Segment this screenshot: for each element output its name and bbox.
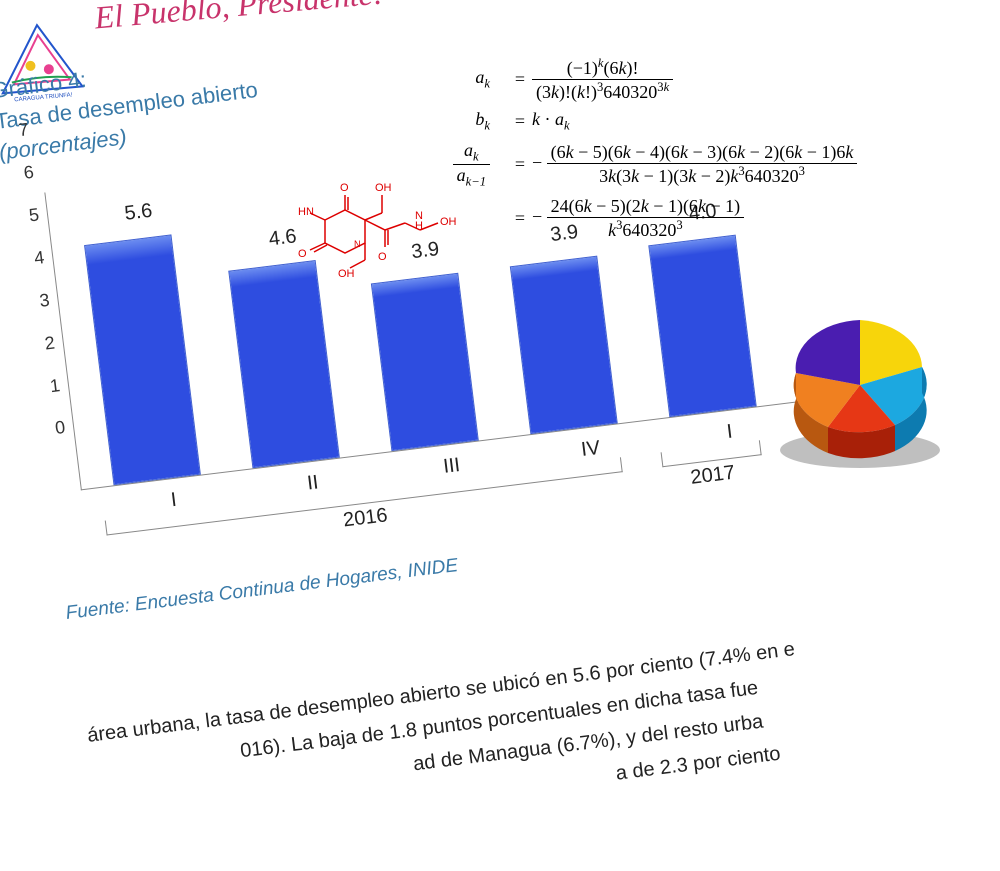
molecule-icon: HN O OH O OH O NH OH N	[290, 175, 470, 285]
formula-ratio: akak−1 = − (6k − 5)(6k − 4)(6k − 3)(6k −…	[410, 140, 857, 190]
bar	[228, 260, 340, 468]
bar	[648, 235, 756, 418]
math-formulas: ak = (−1)k(6k)!(3k)!(k!)36403203k bk = k…	[410, 50, 857, 247]
svg-text:H: H	[415, 220, 423, 232]
pie-chart-icon	[760, 290, 980, 490]
body-paragraph: área urbana, la tasa de desempleo abiert…	[0, 585, 1000, 871]
svg-text:O: O	[298, 248, 307, 260]
bar	[371, 273, 479, 452]
svg-text:OH: OH	[338, 268, 355, 280]
formula-simple: = − 24(6k − 5)(2k − 1)(6k − 1)k36403203	[410, 196, 857, 241]
bar-group: 5.6I	[102, 470, 241, 487]
formula-bk: bk = k · ak	[410, 109, 857, 134]
svg-text:OH: OH	[440, 216, 457, 228]
body-l4: a de 2.3 por ciento	[615, 743, 782, 785]
bar	[510, 256, 618, 435]
svg-text:O: O	[340, 182, 349, 194]
bar-group: 3.9III	[380, 436, 519, 453]
bar-value-label: 5.6	[68, 193, 210, 233]
svg-text:OH: OH	[375, 182, 392, 194]
svg-text:N: N	[354, 239, 361, 249]
bar	[84, 235, 201, 486]
bar-group: 4.6II	[241, 453, 380, 470]
svg-text:O: O	[378, 251, 387, 263]
svg-text:HN: HN	[298, 206, 314, 218]
formula-ak: ak = (−1)k(6k)!(3k)!(k!)36403203k	[410, 56, 857, 103]
bar-group: 3.9IV	[519, 419, 658, 436]
